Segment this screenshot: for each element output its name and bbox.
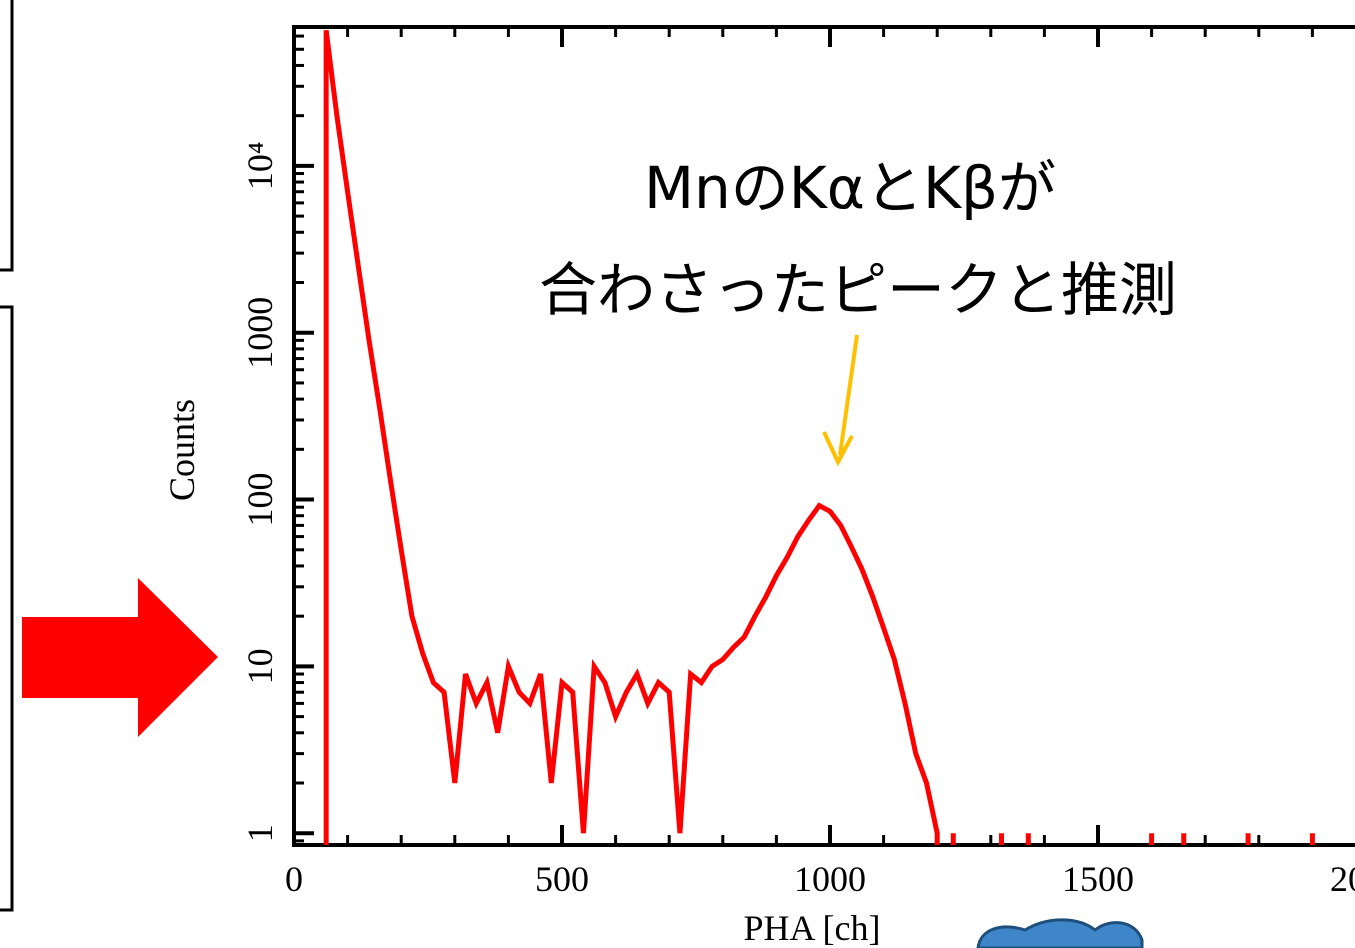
y-axis-label: Counts (162, 399, 202, 501)
y-tick-label: 1 (240, 824, 280, 842)
annotation: MnのKαとKβが (644, 154, 1056, 222)
mascot (976, 918, 1144, 948)
x-tick-label: 500 (535, 859, 589, 899)
annotation-arrow (838, 334, 859, 456)
red-arrow (22, 578, 218, 737)
left-box (0, 0, 14, 272)
x-tick-label: 0 (285, 859, 303, 899)
y-tick-label: 10 (240, 648, 280, 684)
x-axis-label: PHA [ch] (744, 908, 881, 948)
annotation-arrowhead (822, 431, 854, 467)
data-line (323, 29, 1315, 845)
y-tick-label: 100 (240, 473, 280, 527)
x-tick-label: 1500 (1062, 859, 1134, 899)
x-tick-label: 1000 (794, 859, 866, 899)
y-tick-label: 10⁴ (240, 142, 280, 191)
left-box (0, 305, 14, 912)
x-tick-label: 2000 (1330, 859, 1355, 899)
annotation: 合わさったピークと推測 (539, 256, 1177, 324)
plot-frame (292, 25, 1355, 847)
y-tick-label: 1000 (240, 297, 280, 369)
